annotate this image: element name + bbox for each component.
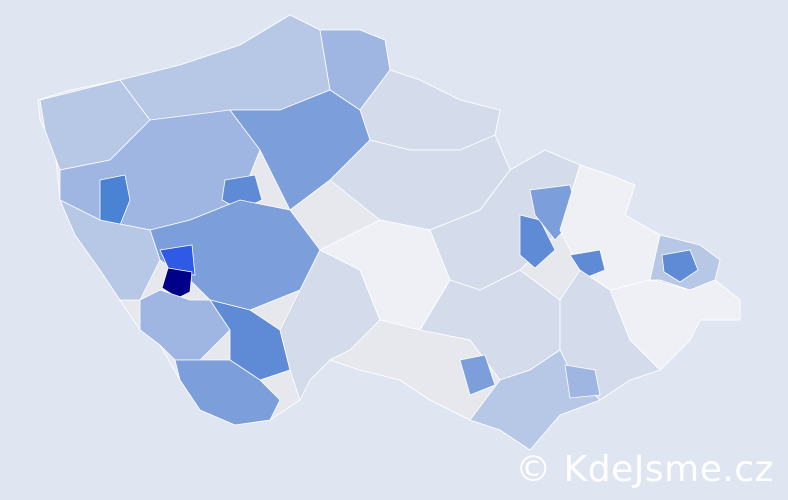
region[interactable] (159, 244, 196, 276)
region[interactable] (459, 354, 496, 396)
regions (39, 14, 741, 451)
watermark: © KdeJsme.cz (515, 449, 774, 490)
region[interactable] (359, 69, 501, 151)
region[interactable] (661, 249, 699, 283)
region[interactable] (161, 267, 193, 299)
region[interactable] (519, 214, 556, 269)
region[interactable] (174, 359, 281, 426)
region[interactable] (139, 289, 231, 361)
region[interactable] (564, 364, 601, 399)
region[interactable] (99, 174, 131, 226)
